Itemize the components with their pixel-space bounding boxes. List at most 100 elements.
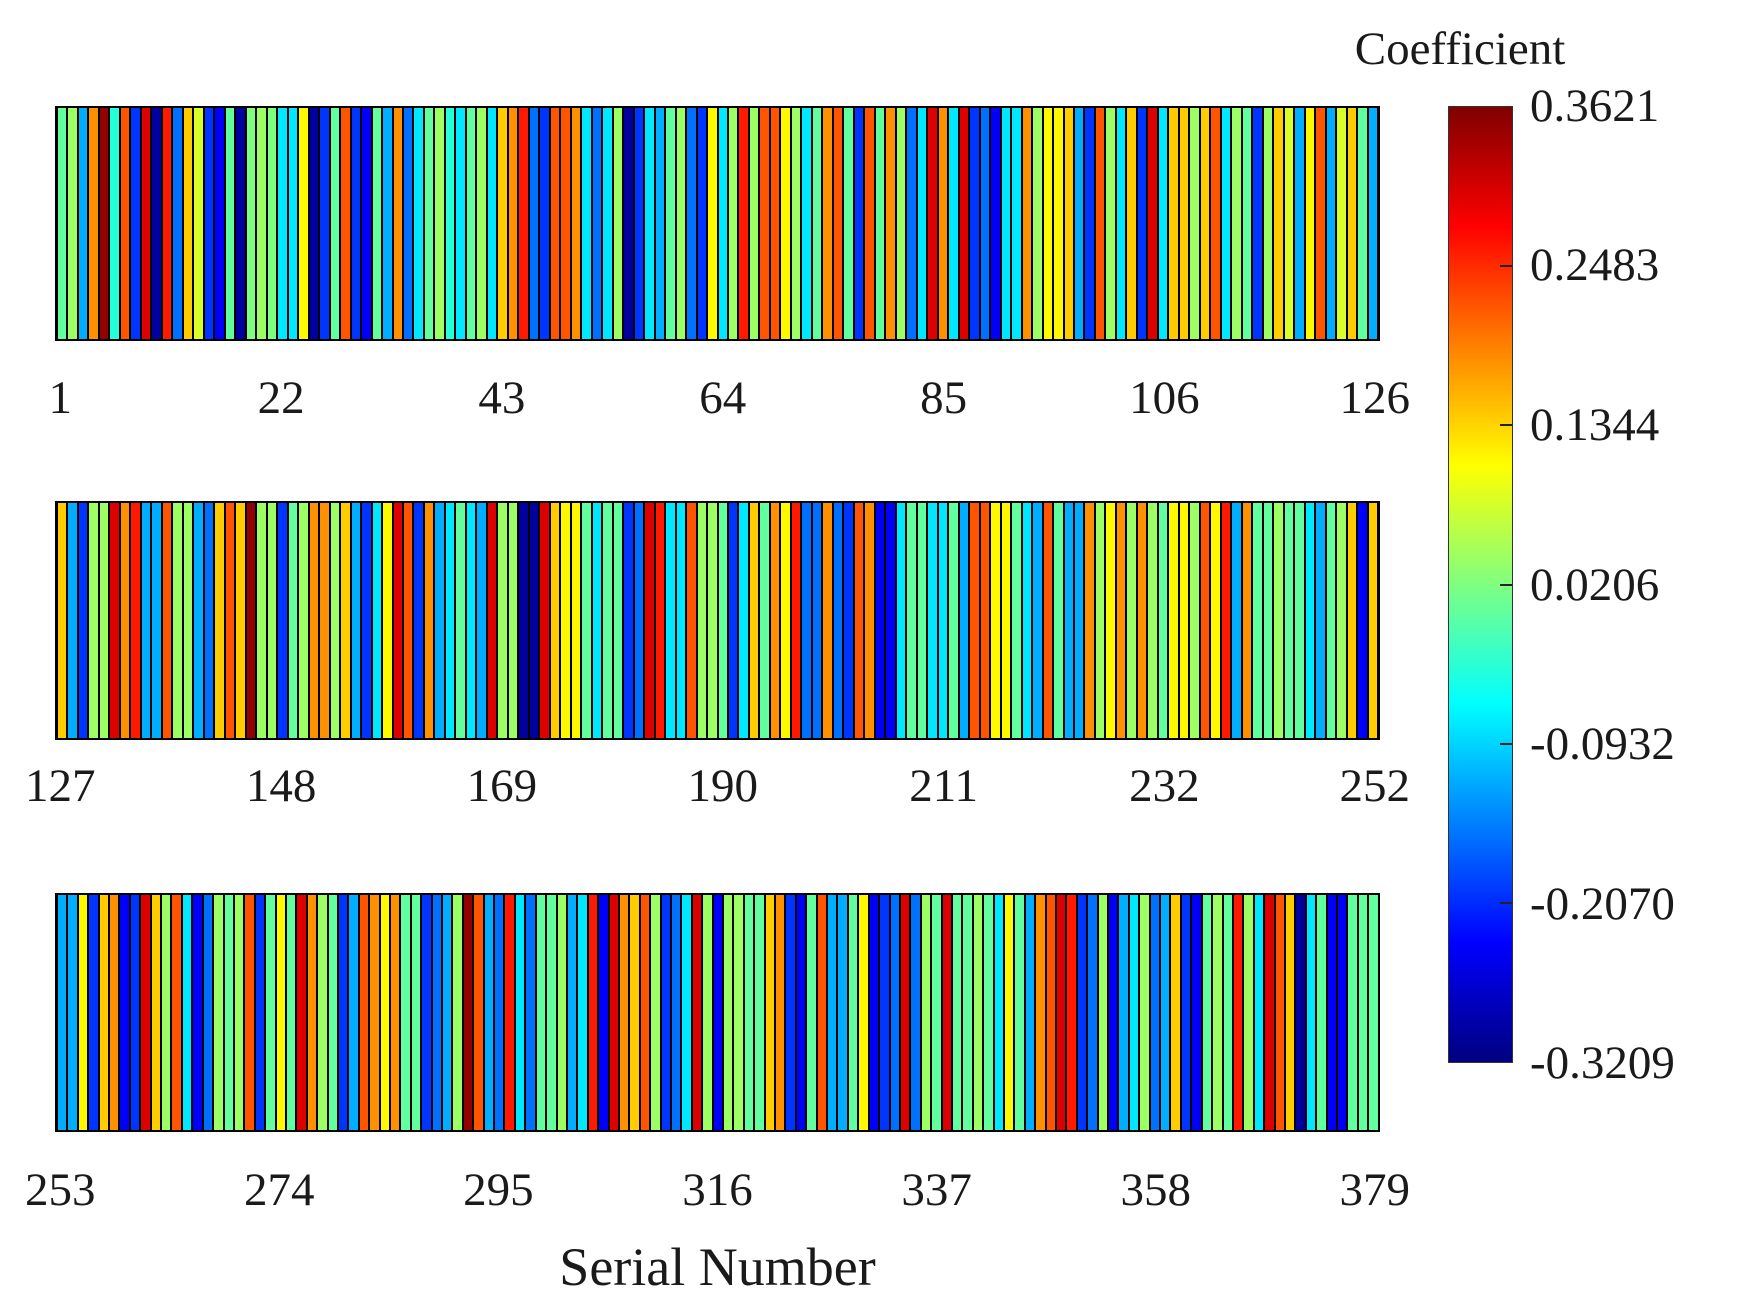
heatmap-cell	[1273, 503, 1284, 738]
heatmap-cell	[822, 108, 833, 339]
heatmap-cell	[340, 503, 351, 738]
heatmap-cell	[1024, 895, 1036, 1130]
heatmap-cell	[1253, 895, 1265, 1130]
heatmap-cell	[528, 108, 540, 339]
colorbar-tick-label: -0.0932	[1530, 717, 1675, 770]
heatmap-cell	[1210, 503, 1221, 738]
heatmap-cell	[602, 503, 613, 738]
colorbar-tick-labels: 0.3621 0.2483 0.1344 0.0206 -0.0932 -0.2070 -0…	[1530, 80, 1745, 1089]
heatmap-cell	[990, 108, 1001, 339]
heatmap-cell	[392, 108, 403, 339]
heatmap-cell	[392, 503, 403, 738]
heatmap-cell	[1295, 895, 1306, 1130]
x-tick-label: 22	[257, 372, 305, 424]
heatmap-cell	[172, 503, 183, 738]
heatmap-cell	[483, 895, 495, 1130]
heatmap-cell	[390, 895, 401, 1130]
x-tick-row-2: 127 148 169 190 211 232 252	[25, 756, 1410, 816]
heatmap-cell	[327, 895, 338, 1130]
heatmap-cell	[245, 503, 257, 738]
heatmap-cell	[754, 895, 765, 1130]
heatmap-cell	[1045, 895, 1056, 1130]
heatmap-cell	[1042, 503, 1054, 738]
heatmap-cell	[748, 503, 760, 738]
heatmap-cell	[402, 108, 414, 339]
x-tick-label: 148	[245, 760, 317, 812]
heatmap-cell	[329, 108, 341, 339]
heatmap-cell	[306, 895, 318, 1130]
heatmap-cell	[214, 108, 225, 339]
heatmap-cell	[1014, 895, 1025, 1130]
heatmap-cell	[539, 503, 550, 738]
heatmap-cell	[119, 895, 130, 1130]
heatmap-cell	[811, 503, 823, 738]
heatmap-cell	[1011, 108, 1022, 339]
heatmap-cell	[213, 895, 224, 1130]
heatmap-cell	[927, 503, 938, 738]
colorbar-tick-label: -0.2070	[1530, 877, 1675, 930]
heatmap-cell	[350, 108, 362, 339]
heatmap-cell	[1326, 895, 1337, 1130]
heatmap-cell	[712, 895, 723, 1130]
heatmap-cell	[98, 503, 110, 738]
heatmap-cell	[795, 895, 807, 1130]
heatmap-cell	[910, 895, 921, 1130]
heatmap-cell	[827, 895, 838, 1130]
x-tick-label: 64	[699, 372, 747, 424]
heatmap-cell	[681, 895, 692, 1130]
heatmap-cell	[801, 503, 812, 738]
x-tick-label: 85	[920, 372, 968, 424]
heatmap-cell	[1264, 895, 1275, 1130]
heatmap-cell	[979, 503, 991, 738]
heatmap-cell	[465, 503, 477, 738]
heatmap-cell	[785, 895, 796, 1130]
x-tick-label: 211	[909, 760, 978, 812]
heatmap-cell	[566, 895, 578, 1130]
heatmap-cell	[1336, 108, 1347, 339]
heatmap-cell	[759, 108, 770, 339]
heatmap-cell	[764, 895, 776, 1130]
heatmap-cell	[193, 503, 204, 738]
heatmap-cell	[581, 503, 592, 738]
heatmap-cell	[885, 108, 896, 339]
heatmap-cell	[254, 895, 266, 1130]
heatmap-cell	[948, 108, 959, 339]
heatmap-cell	[937, 108, 949, 339]
heatmap-cell	[958, 108, 970, 339]
heatmap-cell	[1222, 895, 1233, 1130]
heatmap-cell	[1105, 108, 1116, 339]
heatmap-cell	[285, 895, 297, 1130]
heatmap-cell	[317, 895, 328, 1130]
heatmap-cell	[1118, 895, 1129, 1130]
heatmap-cell	[1073, 108, 1085, 339]
x-tick-label: 379	[1339, 1164, 1411, 1216]
heatmap-cell	[1284, 895, 1296, 1130]
heatmap-cell	[119, 503, 131, 738]
heatmap-cell	[874, 108, 886, 339]
heatmap-cell	[847, 895, 859, 1130]
heatmap-cell	[1346, 503, 1358, 738]
heatmap-cell	[885, 503, 896, 738]
heatmap-cell	[203, 108, 215, 339]
heatmap-cell	[371, 108, 383, 339]
heatmap-cell	[983, 895, 994, 1130]
heatmap-cell	[702, 895, 713, 1130]
heatmap-cell	[1126, 108, 1137, 339]
heatmap-cell	[738, 108, 749, 339]
heatmap-cell	[1304, 503, 1316, 738]
heatmap-cell	[256, 108, 267, 339]
heatmap-cell	[696, 503, 708, 738]
heatmap-cell	[1368, 895, 1379, 1130]
colorbar-tick-label: -0.3209	[1530, 1037, 1675, 1089]
heatmap-cell	[546, 895, 557, 1130]
heatmap-cell	[140, 503, 152, 738]
heatmap-cell	[738, 503, 749, 738]
heatmap-cell	[88, 895, 99, 1130]
heatmap-cell	[1157, 108, 1169, 339]
heatmap-cell	[202, 895, 214, 1130]
heatmap-cell	[77, 503, 89, 738]
heatmap-cell	[895, 108, 907, 339]
heatmap-cell	[507, 503, 519, 738]
heatmap-cell	[654, 503, 666, 738]
heatmap-cell	[57, 895, 68, 1130]
